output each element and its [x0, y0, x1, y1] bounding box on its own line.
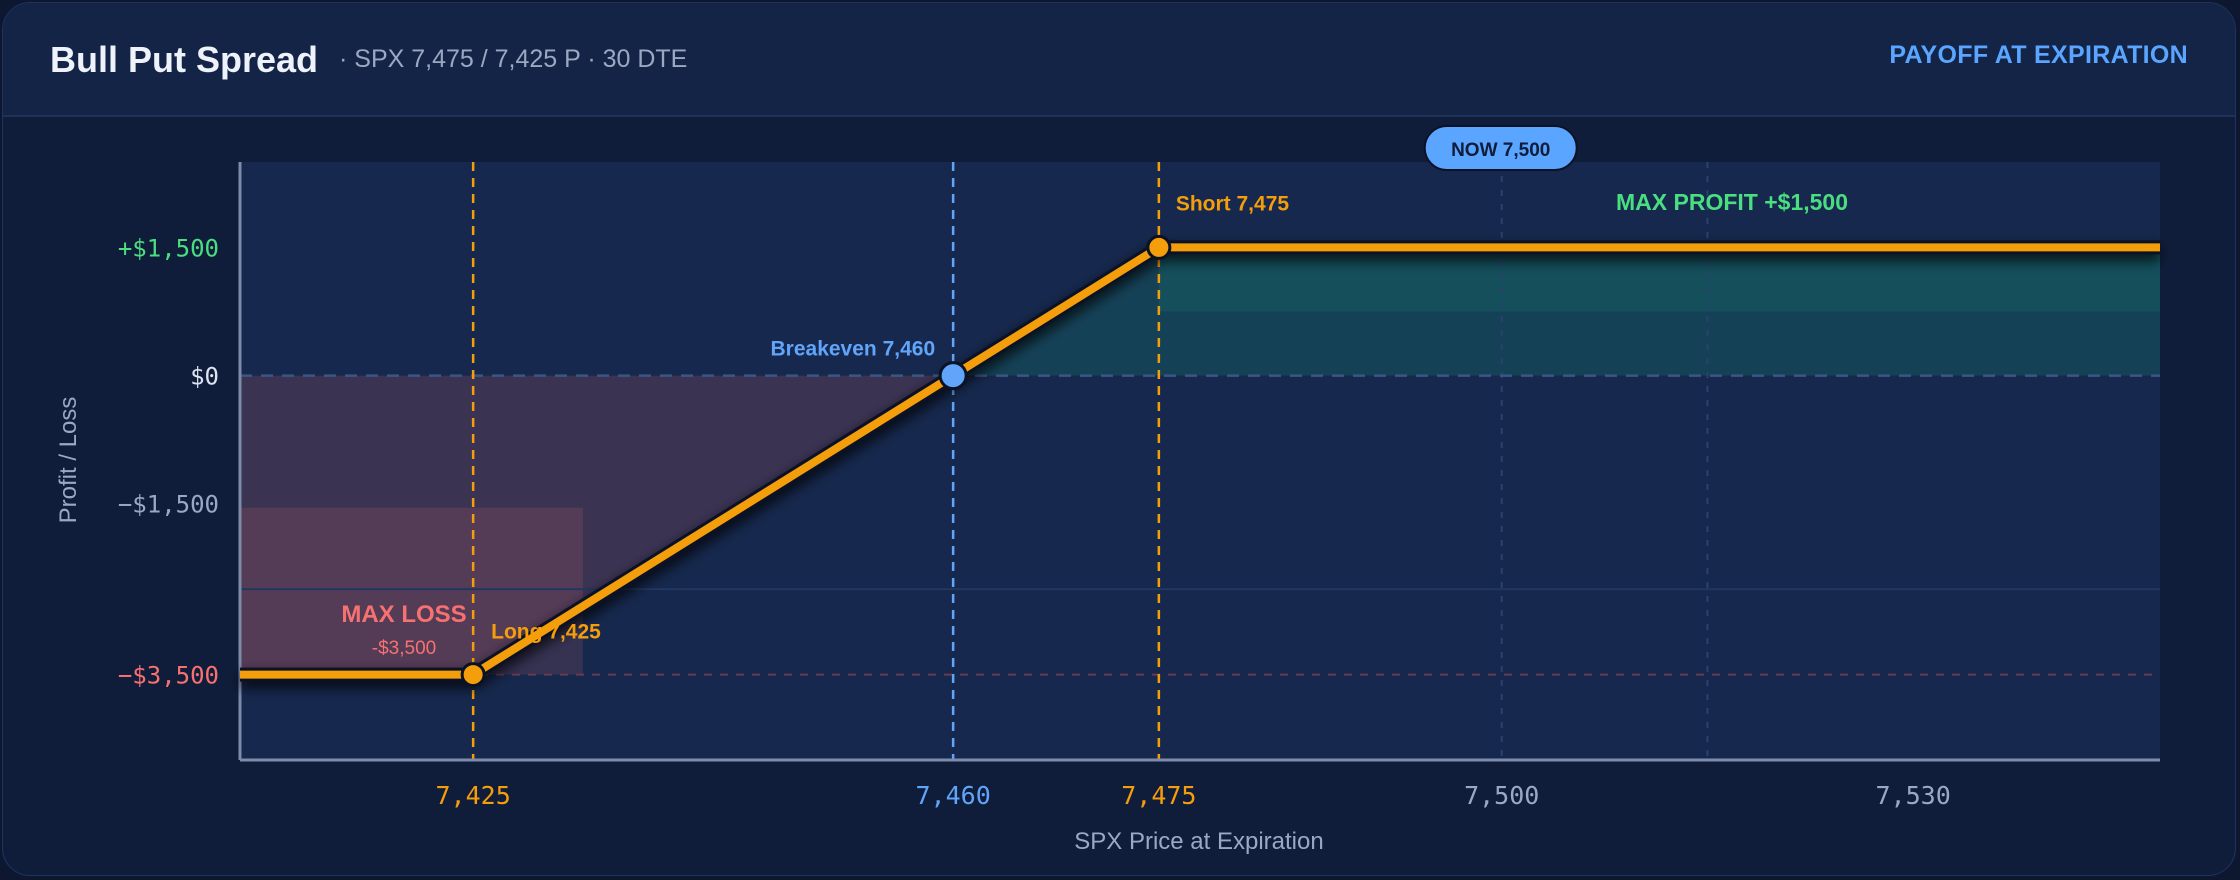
x-tick-label: 7,500	[1464, 781, 1539, 810]
payoff-mode-link[interactable]: PAYOFF AT EXPIRATION	[1889, 41, 2188, 69]
strike-point	[1146, 234, 1172, 260]
max-loss-value: -$3,500	[372, 638, 436, 659]
y-axis-title: Profit / Loss	[55, 397, 82, 524]
breakeven-point	[938, 361, 968, 391]
strategy-title: Bull Put Spread	[50, 39, 319, 80]
y-tick-label: $0	[190, 363, 219, 391]
x-tick-label: 7,460	[916, 781, 991, 810]
strike-point	[460, 662, 486, 688]
x-tick-label: 7,425	[436, 781, 511, 810]
subtitle-text: SPX 7,475 / 7,425 P · 30 DTE	[354, 45, 688, 73]
max-loss-annotation: MAX LOSS	[341, 601, 466, 628]
card-header: Bull Put Spread · SPX 7,475 / 7,425 P · …	[3, 3, 2235, 117]
y-tick-label: −$3,500	[118, 662, 219, 690]
profit-region	[953, 247, 2161, 376]
current-price-label: NOW 7,500	[1451, 140, 1550, 161]
loss-region	[240, 375, 954, 675]
x-tick-label: 7,530	[1876, 781, 1951, 810]
plot-area	[240, 162, 2160, 760]
x-tick-label: 7,475	[1121, 781, 1196, 810]
short-strike-label: Short 7,475	[1176, 192, 1290, 215]
max-profit-annotation: MAX PROFIT +$1,500	[1616, 189, 1848, 215]
y-tick-label: −$1,500	[118, 491, 219, 519]
long-strike-label: Long 7,425	[491, 621, 601, 644]
current-price-pill	[1423, 125, 1578, 171]
breakeven-label: Breakeven 7,460	[771, 338, 936, 361]
strategy-subtitle: · SPX 7,475 / 7,425 P · 30 DTE	[339, 45, 688, 73]
y-tick-label: +$1,500	[118, 234, 219, 262]
x-axis-title: SPX Price at Expiration	[1074, 828, 1323, 855]
